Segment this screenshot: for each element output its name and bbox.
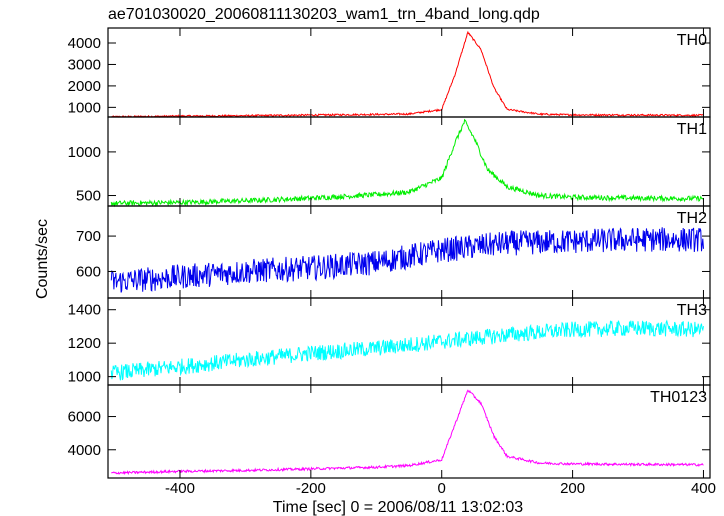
y-tick-label-th3: 1200 bbox=[68, 335, 101, 352]
series-th2 bbox=[110, 227, 704, 293]
y-tick-label-th0: 4000 bbox=[68, 35, 101, 52]
y-axis-label: Counts/sec bbox=[34, 219, 51, 299]
y-tick-label-th3: 1400 bbox=[68, 302, 101, 319]
panel-label-th0: TH0 bbox=[677, 32, 707, 49]
x-tick-label: -400 bbox=[165, 480, 195, 497]
y-tick-label-th0: 1000 bbox=[68, 99, 101, 116]
series-th3 bbox=[110, 319, 704, 381]
series-th1 bbox=[110, 118, 704, 208]
series-th0 bbox=[110, 30, 704, 119]
y-tick-label-th2: 700 bbox=[76, 228, 101, 245]
y-tick-label-th1: 1000 bbox=[68, 144, 101, 161]
panels-group: TH01000200030004000TH15001000TH2600700TH… bbox=[68, 27, 716, 497]
panel-frame-th0123 bbox=[107, 384, 711, 479]
y-tick-label-th0: 3000 bbox=[68, 56, 101, 73]
panel-label-th1: TH1 bbox=[677, 121, 707, 138]
x-tick-label: 200 bbox=[560, 480, 585, 497]
x-tick-label: 0 bbox=[438, 480, 446, 497]
series-th0123 bbox=[111, 389, 704, 476]
panel-frame-th0 bbox=[107, 27, 711, 118]
x-tick-label: 400 bbox=[691, 480, 716, 497]
x-tick-label: -200 bbox=[296, 480, 326, 497]
y-tick-label-th0123: 6000 bbox=[68, 409, 101, 426]
y-tick-label-th3: 1000 bbox=[68, 369, 101, 386]
y-tick-label-th1: 500 bbox=[76, 188, 101, 205]
y-tick-label-th0123: 4000 bbox=[68, 442, 101, 459]
panel-label-th2: TH2 bbox=[677, 210, 707, 227]
panel-label-th0123: TH0123 bbox=[650, 389, 707, 406]
y-tick-label-th2: 600 bbox=[76, 263, 101, 280]
chart-title: ae701030020_20060811130203_wam1_trn_4ban… bbox=[108, 6, 540, 23]
x-axis-label: Time [sec] 0 = 2006/08/11 13:02:03 bbox=[273, 499, 523, 516]
panel-label-th3: TH3 bbox=[677, 302, 707, 319]
y-tick-label-th0: 2000 bbox=[68, 78, 101, 95]
